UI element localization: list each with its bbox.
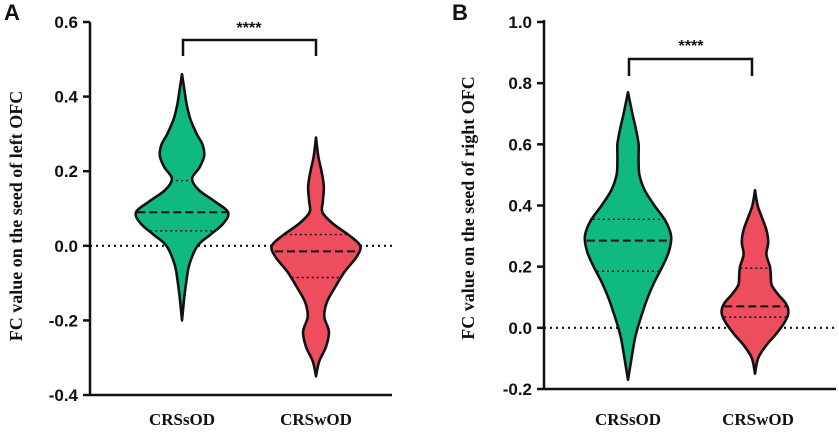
- panel-b-y-tick-label: 0.6: [508, 135, 532, 154]
- panel-a-category-crssod: CRSsOD: [149, 410, 215, 429]
- panel-b-y-tick-label: 0.8: [508, 74, 532, 93]
- panel-a-violin-crssod: [134, 72, 230, 322]
- panel-a-y-tick-label: 0.0: [54, 237, 78, 256]
- panel-b: B FC value on the seed of right OFC -0.2…: [452, 0, 836, 429]
- panel-b-significance-label: ****: [679, 38, 705, 55]
- panel-a-y-tick-label: 0.6: [54, 13, 78, 32]
- panel-b-label: B: [452, 0, 468, 25]
- panel-b-y-tick-label: -0.2: [503, 380, 532, 399]
- panel-a-y-axis-title: FC value on the seed of left OFC: [6, 91, 26, 341]
- panel-b-category-crswod: CRSwOD: [722, 410, 794, 429]
- panel-b-significance-bracket: [627, 57, 754, 76]
- panel-b-category-crssod: CRSsOD: [595, 410, 661, 429]
- panel-b-y-tick-label: 0.0: [508, 319, 532, 338]
- panel-b-violin-crssod: [583, 91, 673, 382]
- panel-a-y-tick-label: -0.4: [49, 386, 79, 405]
- panel-a: A FC value on the seed of left OFC -0.4 -…: [4, 0, 392, 429]
- panel-a-significance-label: ****: [237, 20, 263, 37]
- panel-a-y-tick-label: -0.2: [49, 311, 78, 330]
- panel-b-y-tick-label: 0.2: [508, 258, 532, 277]
- panel-a-category-crswod: CRSwOD: [280, 410, 352, 429]
- panel-b-violin-crswod: [720, 188, 790, 375]
- panel-a-y-tick-label: 0.4: [54, 88, 78, 107]
- panel-a-violin-crswod: [270, 136, 362, 378]
- panel-b-y-axis-title: FC value on the seed of right OFC: [458, 76, 478, 339]
- panel-a-significance-bracket: [181, 38, 318, 56]
- panel-b-y-tick-label: 1.0: [508, 13, 532, 32]
- panel-a-label: A: [4, 0, 20, 25]
- panel-a-y-tick-label: 0.2: [54, 162, 78, 181]
- panel-b-y-tick-label: 0.4: [508, 197, 532, 216]
